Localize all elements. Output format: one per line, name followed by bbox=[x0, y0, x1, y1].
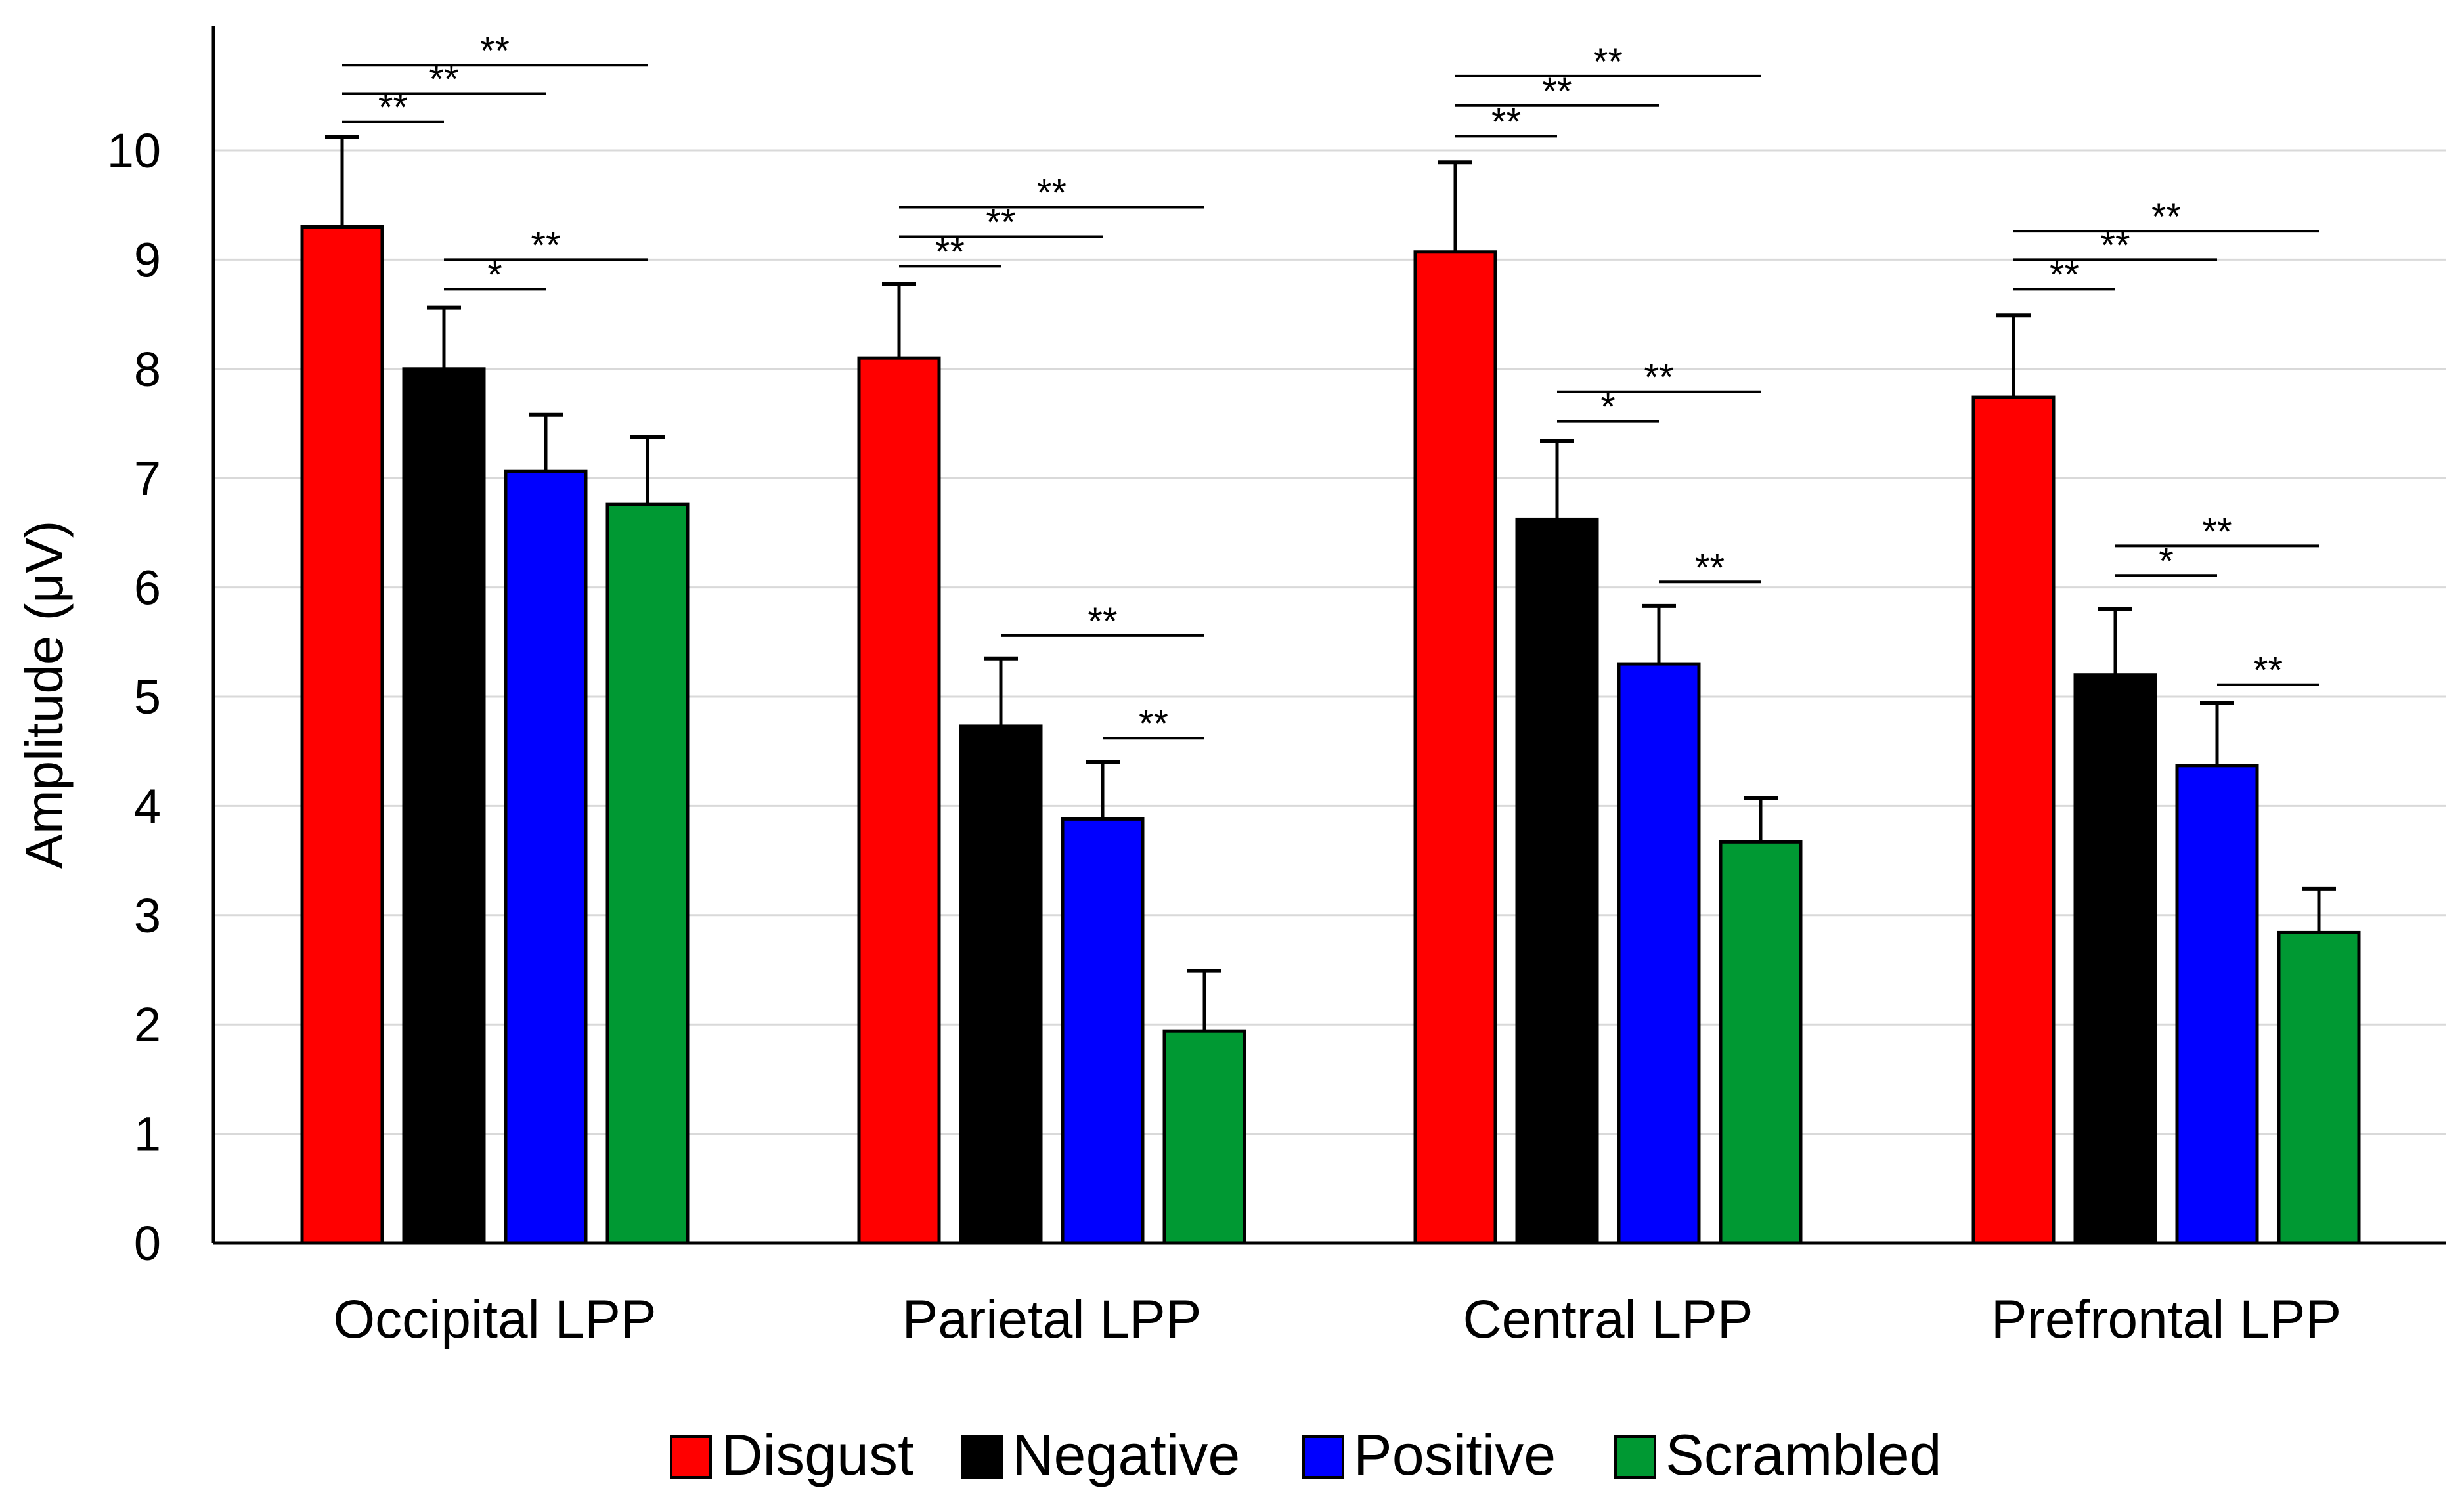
significance-bracket: ** bbox=[2115, 510, 2319, 553]
group-label: Parietal LPP bbox=[902, 1290, 1202, 1349]
legend: Disgust Negative Positive Scrambled bbox=[670, 1422, 1942, 1487]
error-bar bbox=[630, 434, 665, 505]
group-labels: Occipital LPP Parietal LPP Central LPP Pref… bbox=[333, 1290, 2341, 1349]
group-label: Central LPP bbox=[1463, 1290, 1753, 1349]
significance-label: ** bbox=[1088, 600, 1117, 643]
error-bar bbox=[1996, 313, 2031, 398]
bar-positive bbox=[2175, 764, 2259, 1245]
y-tick-label: 0 bbox=[134, 1216, 161, 1271]
significance-label: * bbox=[2159, 540, 2174, 582]
significance-label: ** bbox=[2151, 196, 2181, 238]
legend-item-scrambled: Scrambled bbox=[1614, 1422, 1942, 1487]
significance-label: * bbox=[487, 253, 502, 296]
error-bar bbox=[1642, 603, 1676, 664]
bar-negative bbox=[2073, 673, 2157, 1245]
bar-scrambled bbox=[1162, 1029, 1246, 1245]
bar-negative bbox=[959, 724, 1043, 1245]
error-bar bbox=[1438, 160, 1472, 252]
error-bar bbox=[1540, 439, 1574, 520]
group-label: Prefrontal LPP bbox=[1991, 1290, 2341, 1349]
significance-label: ** bbox=[1593, 41, 1623, 83]
legend-swatch bbox=[1614, 1435, 1656, 1479]
legend-label: Disgust bbox=[721, 1422, 913, 1487]
bars bbox=[300, 225, 2361, 1245]
error-bar bbox=[882, 282, 916, 359]
legend-item-negative: Negative bbox=[961, 1422, 1240, 1487]
bar-disgust bbox=[300, 225, 384, 1245]
significance-brackets: ********* *******************************… bbox=[342, 30, 2319, 745]
significance-bracket: ** bbox=[1557, 357, 1761, 399]
legend-swatch bbox=[670, 1435, 712, 1479]
y-tick-label: 10 bbox=[107, 123, 161, 178]
significance-label: ** bbox=[1037, 172, 1067, 215]
error-bar bbox=[1187, 969, 1221, 1032]
significance-bracket: ** bbox=[2013, 196, 2319, 238]
bar-negative bbox=[1515, 517, 1599, 1245]
legend-label: Scrambled bbox=[1665, 1422, 1942, 1487]
y-tick-label: 9 bbox=[134, 232, 161, 287]
y-tick-label: 5 bbox=[134, 670, 161, 724]
significance-bracket: ** bbox=[444, 224, 648, 267]
bar-disgust bbox=[1971, 395, 2056, 1245]
y-tick-label: 4 bbox=[134, 779, 161, 833]
y-tick-label: 2 bbox=[134, 997, 161, 1052]
significance-bracket: * bbox=[2115, 540, 2217, 582]
error-bars bbox=[325, 135, 2336, 1032]
significance-bracket: * bbox=[444, 253, 546, 296]
y-tick-label: 6 bbox=[134, 561, 161, 615]
bar-disgust bbox=[1413, 250, 1497, 1245]
legend-item-disgust: Disgust bbox=[670, 1422, 913, 1487]
error-bar bbox=[1086, 760, 1120, 819]
error-bar bbox=[984, 656, 1018, 726]
group-label: Occipital LPP bbox=[333, 1290, 656, 1349]
significance-label: ** bbox=[1139, 703, 1168, 745]
legend-label: Positive bbox=[1353, 1422, 1556, 1487]
error-bar bbox=[2098, 607, 2132, 675]
bar-scrambled bbox=[1719, 840, 1803, 1245]
legend-label: Negative bbox=[1012, 1422, 1240, 1487]
significance-label: ** bbox=[1491, 100, 1521, 143]
significance-bracket: ** bbox=[342, 30, 648, 72]
significance-bracket: ** bbox=[1103, 703, 1204, 745]
bar-scrambled bbox=[2277, 930, 2361, 1245]
bar-positive bbox=[504, 469, 588, 1245]
significance-bracket: ** bbox=[899, 172, 1204, 215]
significance-label: ** bbox=[2202, 510, 2232, 553]
significance-bracket: ** bbox=[1001, 600, 1204, 643]
bar-scrambled bbox=[605, 502, 690, 1245]
significance-label: ** bbox=[1695, 546, 1725, 589]
error-bar bbox=[2302, 886, 2336, 933]
error-bar bbox=[427, 305, 461, 369]
y-tick-label: 7 bbox=[134, 451, 161, 506]
y-tick-label: 8 bbox=[134, 342, 161, 397]
significance-bracket: ** bbox=[1455, 41, 1761, 83]
legend-swatch bbox=[1302, 1435, 1344, 1479]
y-tick-label: 3 bbox=[134, 888, 161, 943]
error-bar bbox=[2200, 701, 2234, 766]
bar-negative bbox=[402, 367, 486, 1245]
y-tick-label: 1 bbox=[134, 1107, 161, 1162]
y-axis-title: Amplitude (μV) bbox=[15, 521, 74, 869]
axes bbox=[211, 26, 2446, 1245]
legend-swatch bbox=[961, 1435, 1003, 1479]
significance-bracket: * bbox=[1557, 386, 1659, 429]
significance-bracket: ** bbox=[1455, 100, 1557, 143]
legend-item-positive: Positive bbox=[1302, 1422, 1556, 1487]
error-bar bbox=[325, 135, 359, 227]
significance-label: ** bbox=[2253, 649, 2283, 692]
significance-label: ** bbox=[1644, 357, 1673, 399]
bar-positive bbox=[1617, 662, 1701, 1245]
bar-positive bbox=[1061, 817, 1145, 1245]
y-tick-labels: 0 1 2 3 4 5 6 7 8 9 10 bbox=[107, 123, 161, 1271]
error-bar bbox=[1744, 796, 1778, 842]
error-bar bbox=[529, 412, 563, 472]
significance-label: * bbox=[1600, 386, 1616, 429]
significance-bracket: ** bbox=[1659, 546, 1761, 589]
bar-disgust bbox=[857, 356, 941, 1245]
significance-bracket: ** bbox=[2217, 649, 2319, 692]
significance-label: ** bbox=[531, 224, 560, 267]
significance-label: ** bbox=[480, 30, 510, 72]
